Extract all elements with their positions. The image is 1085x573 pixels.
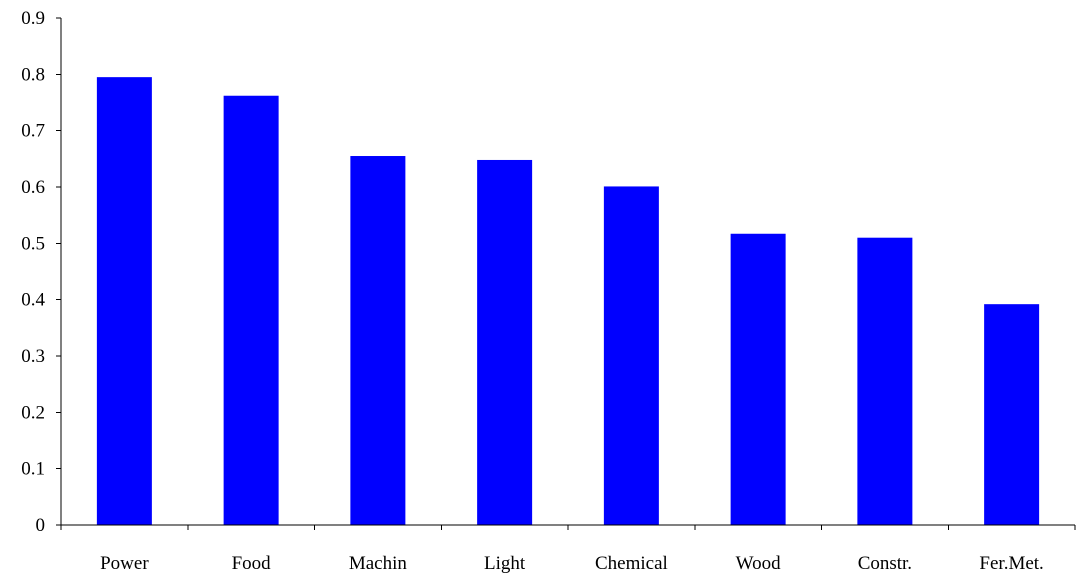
y-tick-label: 0.7: [21, 121, 45, 142]
bars-group: [96, 77, 1040, 526]
y-tick-label: 0.8: [21, 64, 45, 85]
bar-power: [96, 77, 152, 526]
y-axis-ticks: 0 0.1 0.2 0.3 0.4 0.5 0.6 0.7 0.8 0.9: [21, 8, 61, 536]
x-tick-label: Wood: [736, 553, 781, 573]
y-tick-label: 0.6: [21, 177, 45, 198]
x-tick-label: Constr.: [858, 553, 912, 573]
x-tick-label: Fer.Met.: [979, 553, 1043, 573]
y-tick-label: 0: [36, 515, 46, 536]
bar-light: [477, 159, 533, 525]
y-tick-label: 0.1: [21, 459, 45, 480]
x-tick-label: Food: [232, 553, 272, 573]
x-tick-label: Chemical: [595, 553, 668, 573]
bar-wood: [730, 233, 786, 526]
y-tick-label: 0.5: [21, 233, 45, 254]
y-tick-label: 0.9: [21, 8, 45, 29]
bar-food: [223, 95, 279, 526]
y-tick-label: 0.3: [21, 346, 45, 367]
bar-fer-met: [984, 304, 1040, 525]
x-axis-ticks: Power Food Machin Light Chemical Wood Constr. F…: [60, 525, 1076, 573]
y-tick-label: 0.2: [21, 402, 45, 423]
x-tick-label: Light: [484, 553, 526, 573]
bar-machin: [350, 156, 406, 525]
bar-constr: [857, 237, 913, 525]
y-tick-label: 0.4: [21, 290, 45, 311]
bar-chemical: [603, 186, 659, 526]
x-tick-label: Machin: [349, 553, 408, 573]
x-tick-label: Power: [100, 553, 149, 573]
